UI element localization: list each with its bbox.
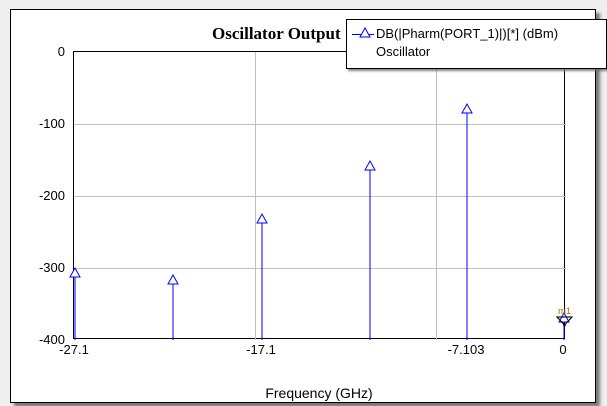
svg-text:m1: m1 (558, 306, 571, 317)
